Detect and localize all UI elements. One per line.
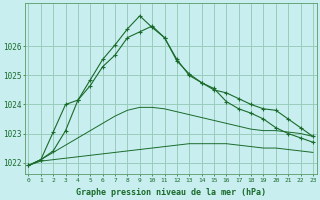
X-axis label: Graphe pression niveau de la mer (hPa): Graphe pression niveau de la mer (hPa): [76, 188, 266, 197]
